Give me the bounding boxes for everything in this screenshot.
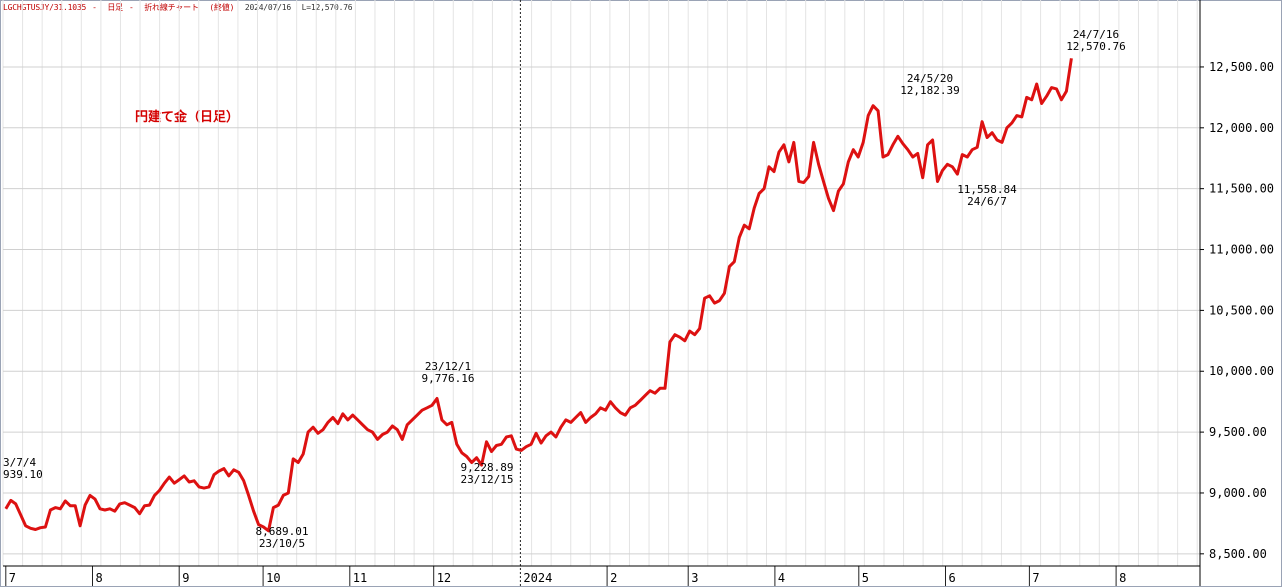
annotation-label: 939.10	[3, 468, 43, 481]
annotation-label: 9,228.89	[461, 461, 514, 474]
annotation-label: 23/12/1	[425, 360, 471, 373]
annotation-label: 12,182.39	[900, 84, 960, 97]
annotation-label: 9,776.16	[422, 372, 475, 385]
x-tick-label: 11	[353, 571, 367, 585]
x-tick-label: 8	[95, 571, 102, 585]
annotation-label: 12,570.76	[1066, 40, 1126, 53]
x-tick-label: 5	[862, 571, 869, 585]
date-label: 2024/07/16	[244, 3, 292, 12]
chart-kind-label: 折れ線チャート	[144, 3, 199, 12]
y-tick-label: 12,000.00	[1209, 121, 1274, 135]
annotation-label: 24/6/7	[967, 195, 1007, 208]
x-tick-label: 10	[266, 571, 280, 585]
annotation-label: 23/12/15	[461, 473, 514, 486]
y-tick-label: 11,000.00	[1209, 243, 1274, 257]
y-tick-label: 9,500.00	[1209, 425, 1267, 439]
x-tick-label: 9	[182, 571, 189, 585]
y-tick-label: 10,000.00	[1209, 364, 1274, 378]
chart-title: 円建て金（日足）	[135, 110, 240, 125]
price-line	[4, 58, 1073, 533]
annotation-label: 8,689.01	[256, 525, 309, 538]
annotation-label: 24/5/20	[907, 72, 953, 85]
last-price-label: L=12,570.76	[301, 3, 353, 12]
symbol-label: LGCHGTUSJY/31.1035	[3, 3, 87, 12]
x-tick-label: 3	[691, 571, 698, 585]
y-tick-label: 8,500.00	[1209, 547, 1267, 561]
y-tick-label: 12,500.00	[1209, 60, 1274, 74]
annotation-label: 23/10/5	[259, 537, 305, 550]
period-label: 日足	[107, 3, 123, 12]
x-tick-label: 7	[1032, 571, 1039, 585]
x-tick-label: 8	[1119, 571, 1126, 585]
y-tick-label: 9,000.00	[1209, 486, 1267, 500]
x-tick-label: 4	[778, 571, 785, 585]
annotation-label: 11,558.84	[957, 183, 1017, 196]
x-tick-label: 12	[437, 571, 451, 585]
annotation-label: 24/7/16	[1073, 28, 1119, 41]
y-tick-label: 10,500.00	[1209, 303, 1274, 317]
x-tick-label: 6	[948, 571, 955, 585]
chart-header: LGCHGTUSJY/31.1035- 日足 - 折れ線チャート (終値) 202…	[3, 3, 353, 12]
annotation-label: 3/7/4	[3, 456, 36, 469]
y-tick-label: 11,500.00	[1209, 182, 1274, 196]
x-tick-label: 2024	[523, 571, 552, 585]
price-type-label: (終値)	[209, 3, 235, 12]
x-tick-label: 2	[610, 571, 617, 585]
x-tick-label: 7	[9, 571, 16, 585]
